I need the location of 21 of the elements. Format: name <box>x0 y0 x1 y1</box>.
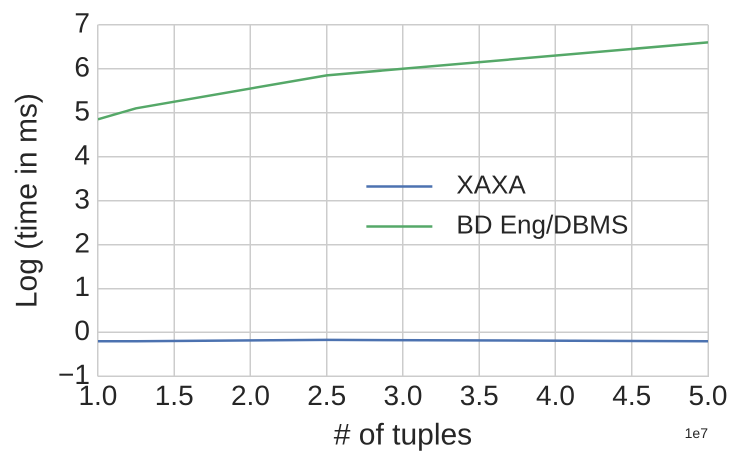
x-axis-title: # of tuples <box>334 418 472 452</box>
legend-label: BD Eng/DBMS <box>456 210 628 240</box>
x-tick-label: 1.5 <box>154 380 194 411</box>
y-tick-label: 7 <box>74 8 90 39</box>
x-tick-label: 2.0 <box>230 380 270 411</box>
x-tick-label: 4.5 <box>612 380 652 411</box>
x-tick-label: 3.5 <box>460 380 499 411</box>
y-tick-label: 3 <box>74 183 90 214</box>
y-tick-label: 4 <box>74 139 90 170</box>
y-tick-label: 1 <box>74 271 90 302</box>
x-tick-label: 2.5 <box>307 380 346 411</box>
x-tick-label: 4.0 <box>536 380 575 411</box>
x-tick-label: 3.0 <box>383 380 422 411</box>
legend-label: XAXA <box>456 170 526 200</box>
y-axis-title: Log (time in ms) <box>10 93 44 308</box>
text: 1e7 <box>684 425 708 441</box>
y-tick-label: 6 <box>74 51 90 82</box>
y-tick-label: 2 <box>74 227 90 258</box>
x-tick-label: 5.0 <box>688 380 728 411</box>
y-tick-label: 5 <box>74 95 90 126</box>
y-tick-label: 0 <box>74 315 90 346</box>
